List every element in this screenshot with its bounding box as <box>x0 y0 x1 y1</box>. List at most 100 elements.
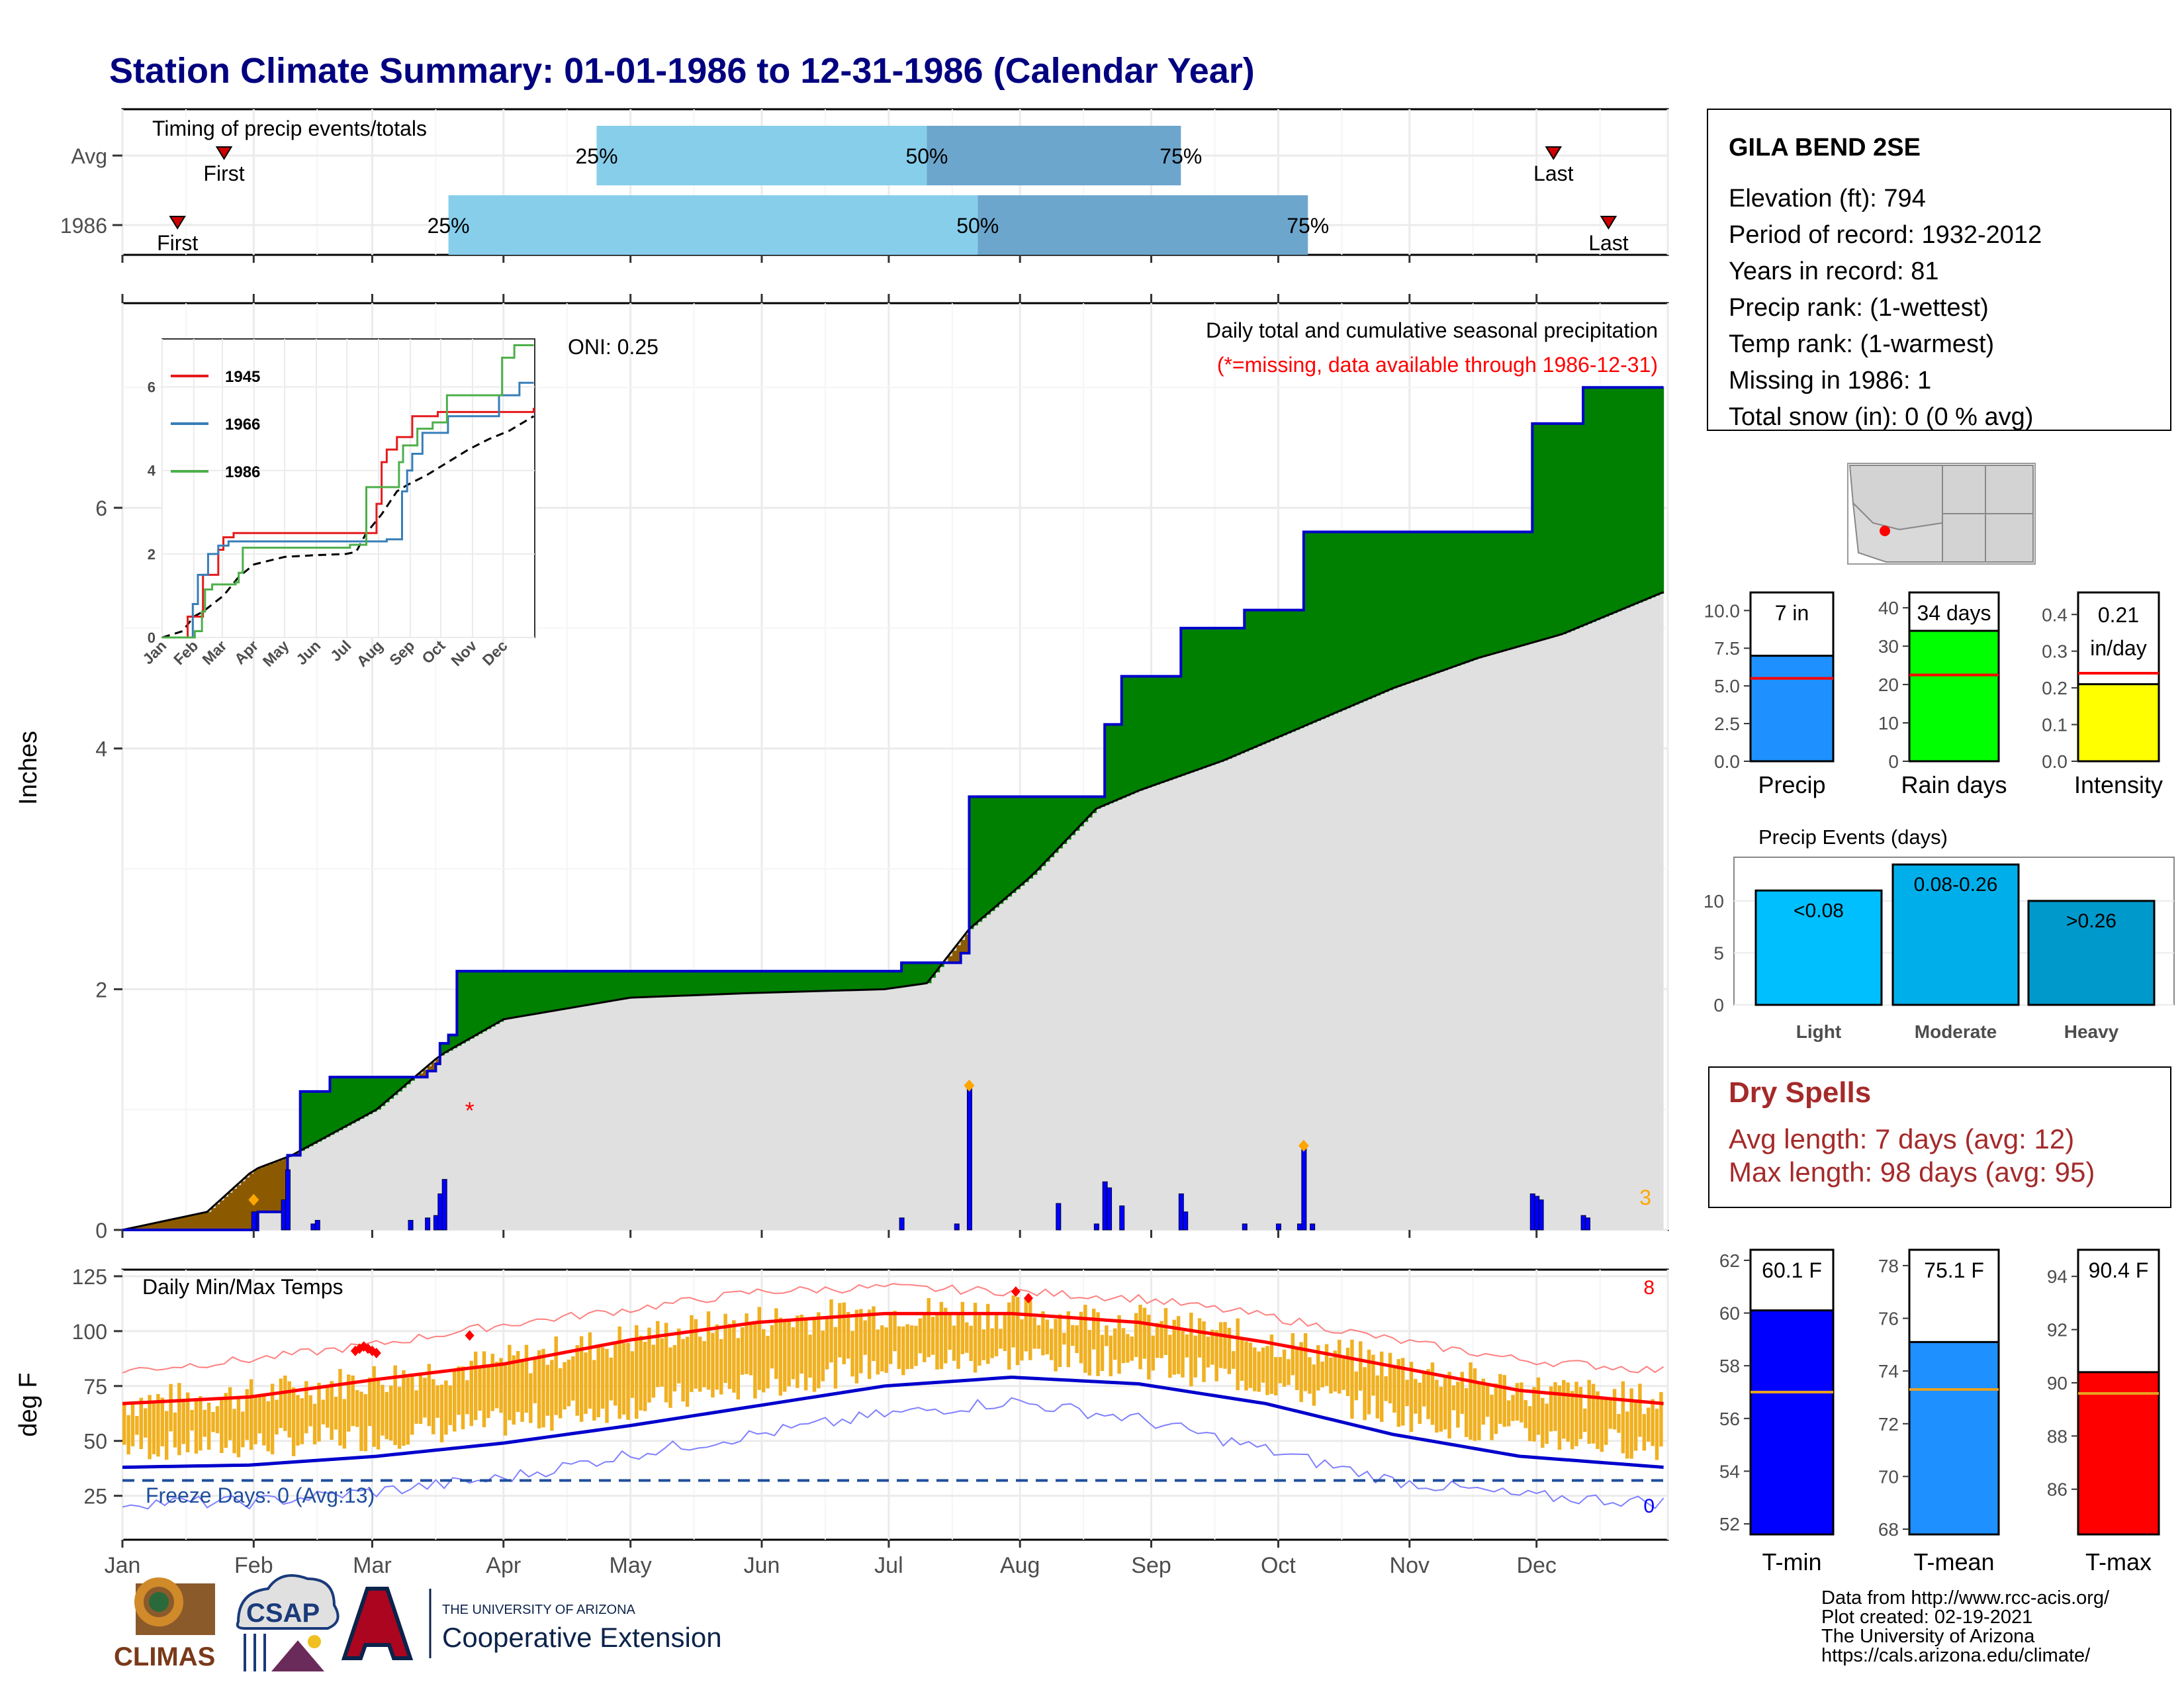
daily-temp-range-bar <box>558 1368 563 1419</box>
timing-label-50: 50% <box>905 144 948 168</box>
daily-temp-range-bar <box>1096 1312 1100 1376</box>
surplus-band <box>600 971 606 1003</box>
surplus-band <box>1308 532 1313 725</box>
csap-logo-text: CSAP <box>246 1599 320 1628</box>
deficit-band <box>203 1213 208 1230</box>
daily-temp-range-bar <box>206 1402 211 1450</box>
surplus-band <box>1036 796 1042 870</box>
daily-temp-range-bar <box>761 1329 766 1393</box>
surplus-band <box>469 971 475 1039</box>
surplus-band <box>1240 628 1245 753</box>
daily-temp-range-bar <box>376 1378 381 1450</box>
precip-summary-0-y-tick-label: 7.5 <box>1714 638 1740 659</box>
surplus-band <box>1612 387 1617 614</box>
daily-temp-range-bar <box>909 1325 914 1369</box>
surplus-band <box>516 971 521 1017</box>
daily-temp-range-bar <box>935 1313 939 1370</box>
daily-temp-range-bar <box>1087 1330 1092 1376</box>
daily-temp-range-bar <box>1443 1378 1447 1430</box>
surplus-band <box>1608 387 1614 615</box>
deficit-band <box>270 1163 275 1212</box>
daily-temp-range-bar <box>1329 1357 1333 1394</box>
surplus-band <box>893 971 898 988</box>
temp-summary-1-y-tick-label: 72 <box>1878 1414 1899 1434</box>
daily-precip-bar <box>1310 1223 1316 1231</box>
surplus-band <box>592 971 598 1004</box>
surplus-band <box>1041 796 1046 867</box>
daily-temp-range-bar <box>439 1384 444 1442</box>
surplus-band <box>558 971 563 1010</box>
surplus-band <box>529 971 534 1015</box>
timing-label-last: Last <box>1588 231 1629 255</box>
precip-events-chart: Precip Events (days) 0 5 10 <0.08 Light 0.08-… <box>1704 825 2175 1042</box>
surplus-band <box>1054 796 1059 853</box>
timing-marker-first <box>169 216 186 230</box>
surplus-band <box>736 971 741 994</box>
surplus-band <box>1261 610 1266 745</box>
daily-temp-range-bar <box>812 1318 817 1392</box>
surplus-band <box>1265 610 1271 743</box>
timing-bar-25-50 <box>448 195 978 255</box>
daily-temp-range-bar <box>1291 1333 1295 1376</box>
daily-temp-range-bar <box>533 1358 537 1403</box>
surplus-band <box>1287 610 1292 733</box>
daily-temp-range-bar <box>1160 1321 1163 1358</box>
daily-temp-range-bar <box>757 1307 762 1390</box>
precip-y-tick-label: 0 <box>95 1219 107 1243</box>
daily-temp-range-bar <box>880 1325 884 1372</box>
daily-temp-range-bar <box>1409 1362 1414 1432</box>
precip-summary-2-value-text: 0.21 <box>2098 603 2139 627</box>
surplus-band <box>741 971 745 994</box>
daily-temp-range-bar <box>300 1398 304 1444</box>
daily-temp-range-bar <box>148 1395 152 1460</box>
daily-temp-range-bar <box>1422 1372 1426 1407</box>
daily-temp-range-bar <box>435 1385 439 1418</box>
surplus-band <box>347 1077 352 1126</box>
daily-temp-range-bar <box>1591 1383 1596 1444</box>
events-bar-label: Heavy <box>2064 1021 2119 1042</box>
surplus-band <box>706 971 711 995</box>
daily-temp-range-bar <box>1367 1349 1371 1415</box>
surplus-band <box>1396 532 1402 687</box>
surplus-band <box>512 971 517 1018</box>
daily-temp-range-bar <box>1566 1382 1570 1442</box>
surplus-band <box>575 971 580 1008</box>
daily-temp-range-bar <box>799 1314 803 1374</box>
daily-temp-range-bar <box>1655 1409 1659 1460</box>
surplus-band <box>1524 532 1529 645</box>
inset-legend-label: 1945 <box>225 368 260 386</box>
station-location-marker <box>1880 526 1890 536</box>
daily-precip-bar <box>441 1179 447 1231</box>
daily-temp-range-bar <box>893 1311 897 1352</box>
deficit-band <box>960 939 966 953</box>
deficit-band <box>427 1066 432 1071</box>
daily-temp-range-bar <box>579 1336 584 1422</box>
daily-temp-range-bar <box>1045 1319 1050 1354</box>
daily-temp-range-bar <box>635 1325 639 1419</box>
daily-temp-range-bar <box>135 1416 139 1435</box>
inset-series-line-1966 <box>162 381 534 639</box>
surplus-band <box>1481 532 1486 657</box>
temp-summary-2-y-tick-label: 88 <box>2047 1426 2068 1446</box>
daily-temp-range-bar <box>1324 1344 1329 1386</box>
daily-temp-range-bar <box>1218 1322 1223 1368</box>
record-high-marker <box>1011 1286 1021 1297</box>
daily-temp-range-bar <box>575 1345 579 1416</box>
avg-cumulative-line <box>122 590 1664 1231</box>
surplus-band <box>1091 796 1097 814</box>
surplus-band <box>1520 532 1525 647</box>
daily-temp-range-bar <box>1117 1315 1121 1374</box>
surplus-band <box>1274 610 1279 739</box>
surplus-band <box>393 1077 398 1096</box>
daily-temp-range-bar <box>1617 1413 1621 1433</box>
daily-temp-range-bar <box>1054 1319 1058 1372</box>
daily-temp-range-bar <box>787 1319 791 1387</box>
deficit-band <box>199 1213 204 1230</box>
inset-y-tick-label: 6 <box>148 379 156 396</box>
daily-temp-range-bar <box>621 1342 626 1415</box>
daily-temp-range-bar <box>537 1350 541 1429</box>
daily-temp-range-bar <box>1181 1331 1185 1378</box>
daily-temp-range-bar <box>1130 1336 1134 1361</box>
surplus-band <box>381 1077 386 1106</box>
daily-temp-range-bar <box>1600 1397 1604 1452</box>
